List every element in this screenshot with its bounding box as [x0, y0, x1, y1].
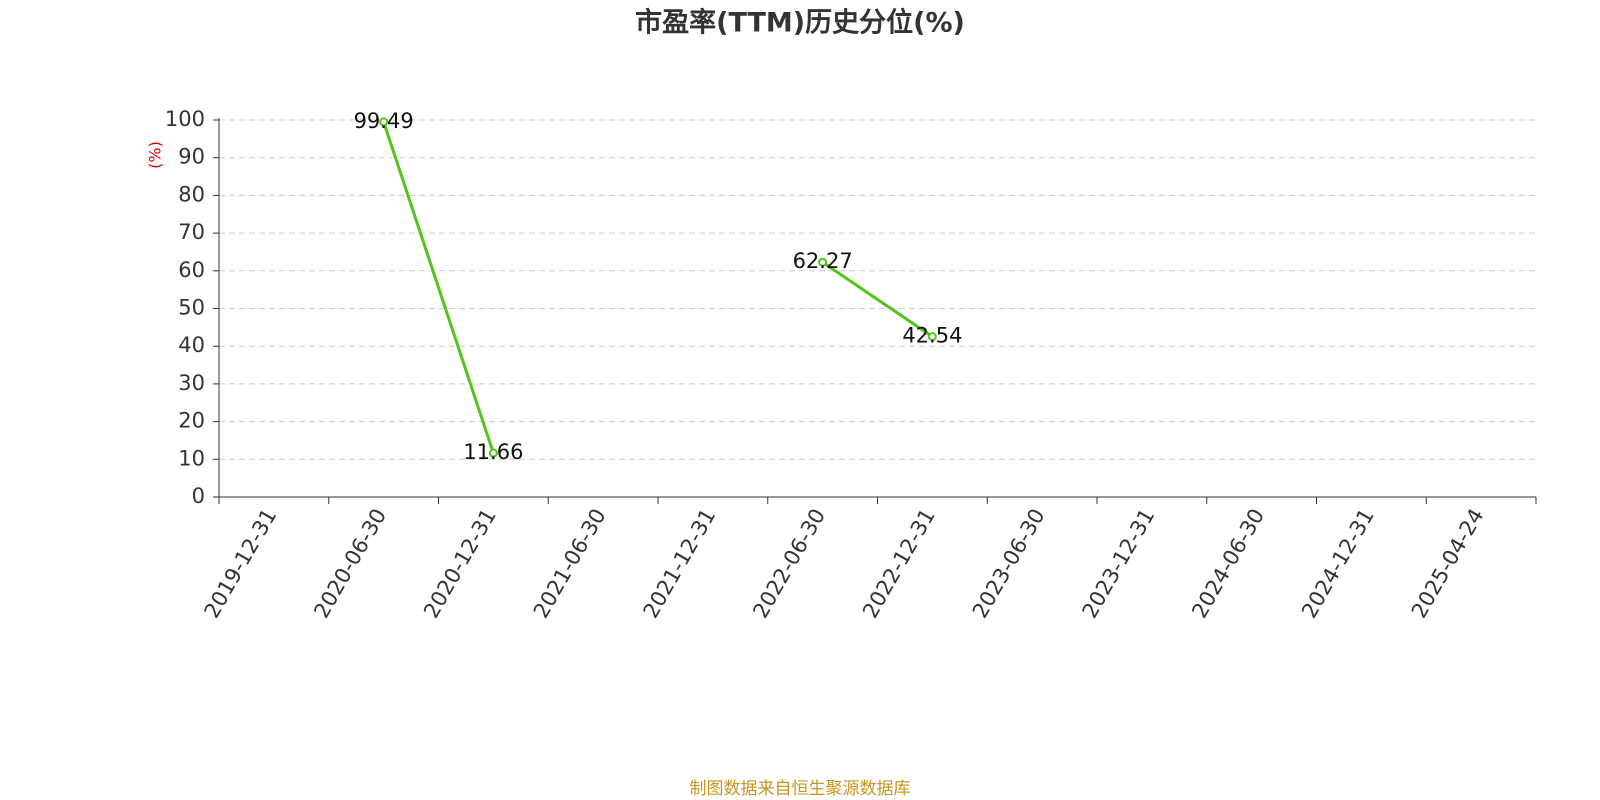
x-tick-label: 2021-12-31 — [639, 505, 721, 623]
point — [927, 332, 937, 342]
source-note: 制图数据来自恒生聚源数据库 — [690, 779, 911, 799]
x-tick-label: 2022-06-30 — [748, 505, 830, 623]
y-tick-label: 70 — [178, 220, 205, 244]
y-tick-label: 50 — [178, 296, 205, 320]
data-label: 11.66 — [463, 440, 523, 464]
y-tick-label: 0 — [192, 484, 205, 508]
y-tick-label: 80 — [178, 182, 205, 206]
x-tick-label: 2020-12-31 — [419, 505, 501, 623]
y-tick-label: 60 — [178, 258, 205, 282]
x-tick-label: 2024-12-31 — [1297, 505, 1379, 623]
x-tick-label: 2022-12-31 — [858, 505, 940, 623]
data-label: 62.27 — [793, 249, 853, 273]
x-tick-label: 2021-06-30 — [529, 505, 611, 623]
y-tick-label: 20 — [178, 409, 205, 433]
line — [382, 121, 934, 454]
y-tick-label: 40 — [178, 333, 205, 357]
point — [379, 117, 389, 127]
point — [818, 257, 828, 267]
y-axis-label: (%) — [146, 141, 165, 169]
data-label: 99.49 — [354, 109, 414, 133]
point — [488, 448, 498, 458]
y-tick-label: 90 — [178, 145, 205, 169]
x-tick-label: 2025-04-24 — [1407, 505, 1489, 623]
x-tick-label: 2024-06-30 — [1187, 505, 1269, 623]
data-label: 42.54 — [902, 324, 962, 348]
y-tick-label: 10 — [178, 446, 205, 470]
y-tick-label: 100 — [165, 107, 205, 131]
x-tick-label: 2019-12-31 — [200, 505, 282, 623]
x-tick-label: 2023-06-30 — [968, 505, 1050, 623]
chart-title: 市盈率(TTM)历史分位(%) — [635, 7, 965, 39]
x-tick-label: 2023-12-31 — [1078, 505, 1160, 623]
y-tick-label: 30 — [178, 371, 205, 395]
x-tick-label: 2020-06-30 — [309, 505, 391, 623]
